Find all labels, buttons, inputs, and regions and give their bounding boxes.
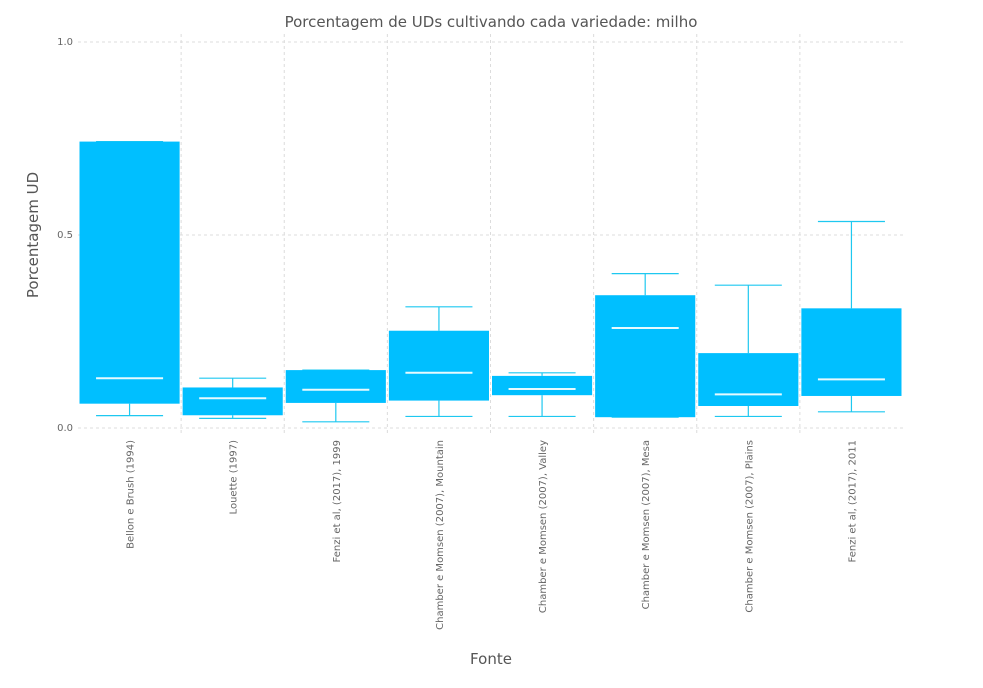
x-tick-label: Fenzi et al, (2017), 2011: [847, 440, 858, 562]
box: [182, 377, 283, 419]
iqr-box: [388, 330, 489, 401]
box: [79, 140, 180, 417]
x-tick-label: Chamber e Momsen (2007), Valley: [538, 440, 549, 613]
x-axis-ticks: Bellon e Brush (1994) Louette (1997) Fenzi…: [126, 440, 859, 630]
iqr-box: [801, 308, 902, 396]
y-axis-ticks: 0.0 0.5 1.0: [57, 37, 73, 434]
box: [388, 306, 489, 418]
y-tick-label: 0.5: [57, 230, 73, 241]
box: [285, 369, 386, 423]
iqr-box: [698, 353, 799, 406]
x-tick-label: Chamber e Momsen (2007), Mesa: [641, 440, 652, 609]
y-tick-label: 1.0: [57, 37, 73, 48]
iqr-box: [182, 387, 283, 416]
x-tick-label: Chamber e Momsen (2007), Mountain: [435, 440, 446, 630]
iqr-box: [285, 370, 386, 403]
box: [801, 220, 902, 413]
iqr-box: [79, 141, 180, 404]
chart-title: Porcentagem de UDs cultivando cada varie…: [285, 13, 698, 31]
x-tick-label: Louette (1997): [229, 440, 240, 515]
iqr-box: [595, 295, 696, 418]
box: [698, 284, 799, 418]
x-axis-label: Fonte: [470, 650, 512, 668]
x-tick-label: Fenzi et al, (2017), 1999: [332, 440, 343, 562]
y-tick-label: 0.0: [57, 423, 73, 434]
box: [595, 273, 696, 418]
iqr-box: [492, 375, 593, 396]
box: [492, 372, 593, 418]
x-tick-label: Bellon e Brush (1994): [126, 440, 137, 549]
boxes: [79, 140, 902, 423]
grid-lines: [78, 34, 903, 436]
y-axis-label: Porcentagem UD: [24, 172, 42, 298]
x-tick-label: Chamber e Momsen (2007), Plains: [744, 440, 755, 613]
